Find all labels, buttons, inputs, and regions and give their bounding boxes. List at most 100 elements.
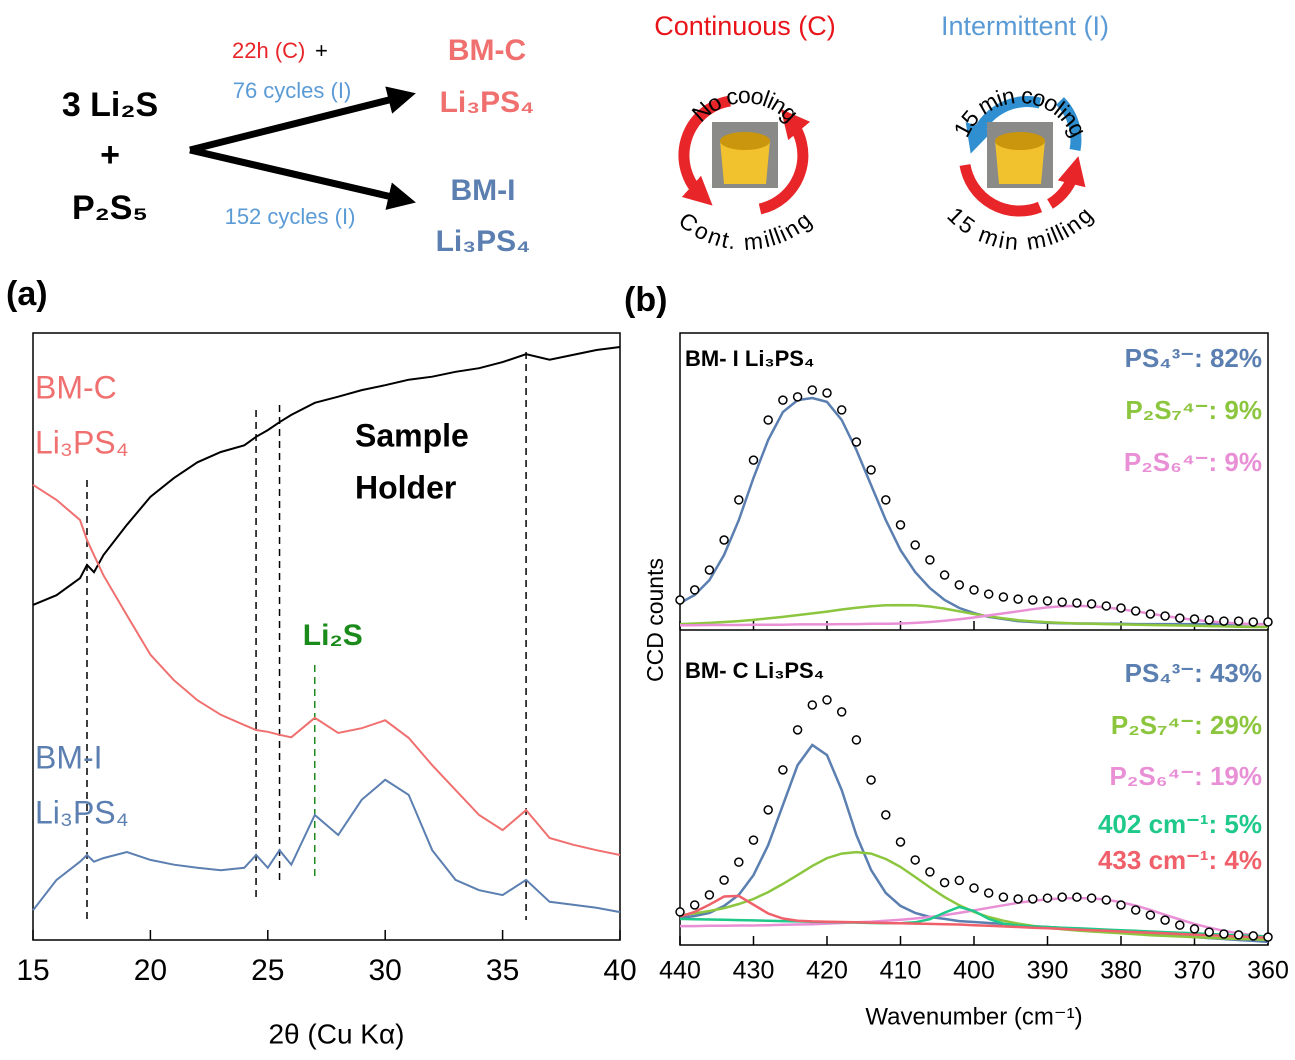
series-label: P₂S₇⁴⁻: 9% [1125,395,1262,425]
data-line [32,778,621,914]
x-tick-label: 400 [953,957,995,985]
data-point [1160,915,1170,925]
data-point [1130,905,1141,915]
data-point [1116,900,1126,910]
product: BM-I [451,174,516,207]
data-point [1233,930,1244,940]
x-tick-label: 360 [1247,957,1289,985]
intermittent-cycle: 15 min cooling 15 min milling [942,82,1097,255]
cycle-arrow [758,109,811,215]
x-tick-label: 420 [806,957,848,985]
data-point [1204,615,1214,625]
data-point [954,580,965,590]
series-label: 402 cm⁻¹: 5% [1098,809,1262,839]
fit-line [679,603,1268,629]
continuous-cycle: No cooling Cont. milling [674,82,816,255]
data-point [1072,892,1082,902]
panel-label: (b) [624,281,667,319]
series-label: BM-C [35,369,117,405]
data-point [763,805,773,815]
data-point [675,595,685,605]
y-axis-label: CCD counts [642,558,668,682]
x-tick-label: 430 [733,957,775,985]
data-point [1101,895,1112,905]
data-point [778,765,788,775]
data-point [1145,910,1156,920]
series-label: P₂S₆⁴⁻: 9% [1124,447,1262,477]
data-point [1248,931,1259,941]
data-point [778,395,788,405]
data-point [969,585,979,595]
plot-frame [32,332,621,941]
cycle-label: No cooling [687,82,804,127]
data-point [822,388,832,398]
data-point [792,392,803,402]
data-point [1204,927,1214,937]
x-tick-label: 380 [1100,957,1142,985]
data-point [1175,613,1185,623]
product: BM-C [448,34,526,67]
x-tick-label: 370 [1174,957,1216,985]
data-point [822,695,832,705]
product: Li₃PS₄ [440,86,535,119]
x-tick-label: 20 [134,954,167,987]
x-tick-label: 440 [659,957,701,985]
data-point [895,520,906,530]
cycle-arrow [1055,97,1082,152]
data-point [1042,596,1053,606]
product: Li₃PS₄ [436,225,531,258]
data-point [1175,920,1185,930]
data-point [881,495,891,505]
x-axis-label: Wavenumber (cm⁻¹) [865,1003,1082,1030]
data-point [1130,606,1141,616]
data-point [675,907,685,917]
data-point [998,892,1009,902]
route-label: 152 cycles (I) [225,204,356,229]
data-point [719,875,729,885]
series-label: Holder [355,469,456,505]
data-point [910,855,920,865]
data-point [792,725,803,735]
data-point [1013,594,1023,604]
data-point [1160,611,1170,621]
arrow [189,146,416,210]
data-point [1057,892,1067,902]
x-tick-label: 35 [486,954,519,987]
data-point [866,775,876,785]
fit-line [679,894,1269,940]
data-point [719,535,729,545]
data-point [939,877,950,888]
route-label: + [315,38,328,63]
data-point [1072,598,1082,608]
jar [995,132,1045,150]
data-point [998,592,1009,602]
data-point [1248,617,1259,627]
x-tick-label: 30 [369,954,402,987]
series-label: PS₄³⁻: 82% [1125,343,1262,373]
mode-title: Continuous (C) [654,11,836,41]
data-point [1013,894,1023,904]
data-point [807,700,818,710]
data-point [1189,614,1200,624]
series-label: PS₄³⁻: 43% [1125,658,1262,688]
data-point [763,415,773,425]
data-point [1057,597,1067,607]
jar [720,132,770,150]
data-point [748,455,759,465]
data-point [1219,616,1229,626]
data-point [734,495,744,505]
data-point [689,900,700,910]
data-point [851,735,862,745]
series-label: 433 cm⁻¹: 4% [1098,845,1262,875]
x-axis-label: 2θ (Cu Kα) [268,1018,404,1049]
peak-label: Li₂S [303,619,363,652]
x-tick-label: 25 [251,954,284,987]
data-point [1263,617,1273,627]
data-point [925,867,935,877]
data-point [704,565,715,575]
data-point [983,888,994,898]
data-point [689,585,700,595]
data-point [836,707,847,717]
data-point [939,570,950,580]
